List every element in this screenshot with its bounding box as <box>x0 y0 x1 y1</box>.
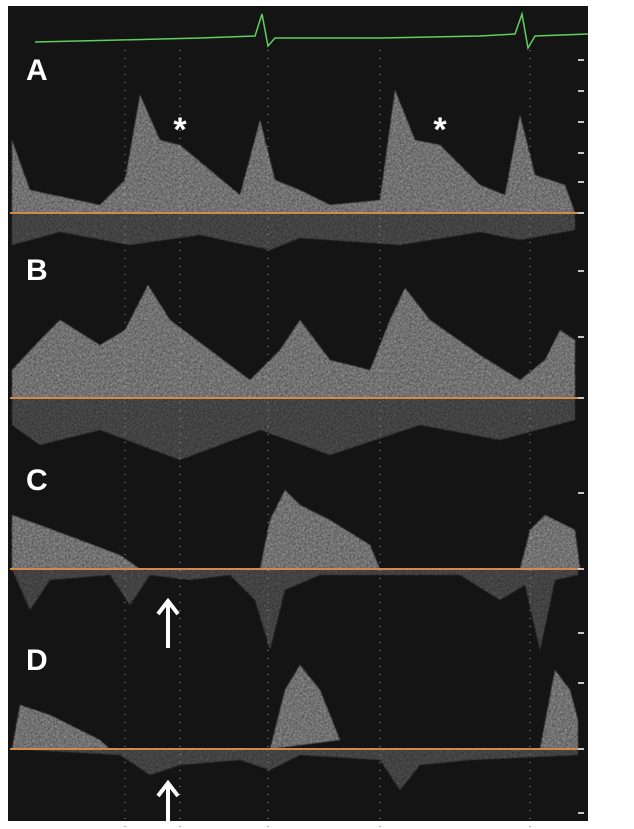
scale-label: -8.0 <box>588 624 610 639</box>
marker: * <box>173 111 187 149</box>
scale-label: 100 <box>588 51 610 66</box>
panel-label: D <box>26 644 48 677</box>
scale-label: 80 <box>588 262 602 277</box>
waveform-negative <box>12 749 578 790</box>
scale-label: 40 <box>588 328 602 343</box>
panel-label: C <box>26 464 48 497</box>
waveform <box>12 285 575 398</box>
scale-label: cm/s <box>588 389 618 404</box>
scale-label: 8.0 <box>588 484 606 499</box>
ecg-trace <box>34 11 589 51</box>
arrow <box>156 779 180 826</box>
waveform <box>12 490 580 569</box>
arrow <box>156 597 180 648</box>
waveform <box>12 665 578 749</box>
waveform-negative <box>12 569 578 650</box>
panel-label: A <box>26 54 48 87</box>
scale-label: 80 <box>588 82 602 97</box>
scale-label: -8.0 <box>588 804 610 819</box>
panel-label: B <box>26 254 48 287</box>
marker: * <box>433 111 447 149</box>
scale-label: cm/s <box>588 204 618 219</box>
scale-label: 40 <box>588 144 602 159</box>
scale-label: cm/s <box>588 740 618 755</box>
waveform <box>12 90 575 213</box>
waveform-negative <box>12 213 575 250</box>
waveform-negative <box>12 398 575 460</box>
scale-label: 20 <box>588 173 602 188</box>
scale-label: 8.0 <box>588 674 606 689</box>
scale-label: cm/s <box>588 560 618 575</box>
scale-label: 60 <box>588 113 602 128</box>
